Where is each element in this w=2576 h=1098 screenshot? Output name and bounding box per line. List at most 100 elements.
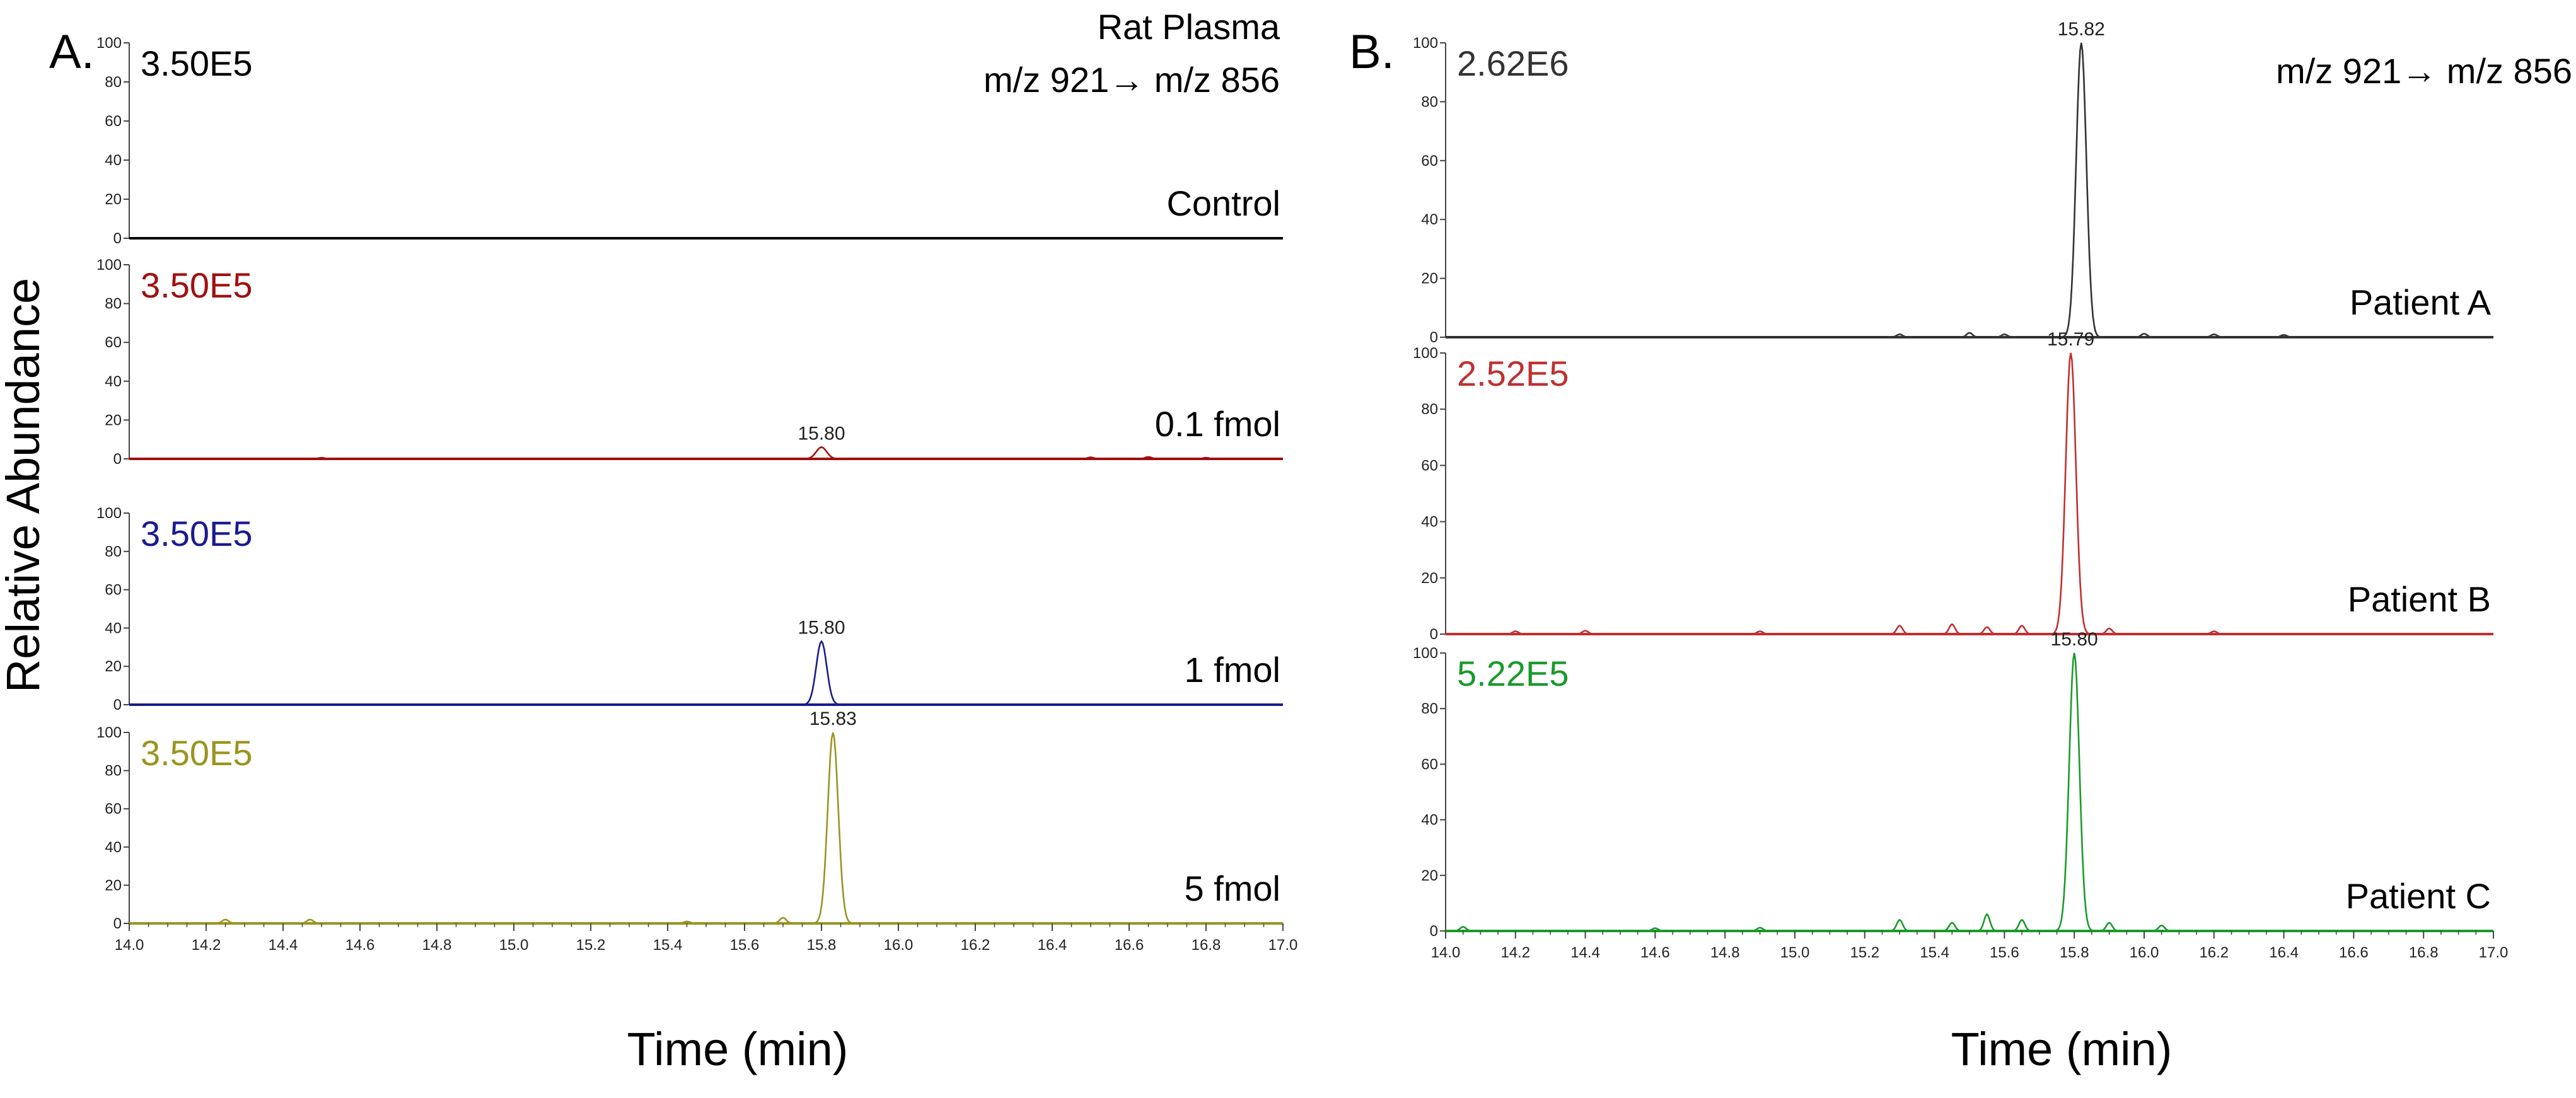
x-tick-label: 16.8 (2409, 944, 2439, 961)
sample-label: Patient A (2350, 282, 2492, 322)
x-tick-label: 14.4 (1570, 944, 1600, 961)
intensity-scale-label: 3.50E5 (141, 733, 253, 773)
panel-b-trace-3: 0 20 40 60 80 100 15.80 5.22E5 Patient C (1413, 629, 2493, 940)
intensity-scale-label: 2.62E6 (1457, 43, 1569, 83)
panel-a-letter: A. (49, 25, 95, 79)
intensity-scale-label: 3.50E5 (141, 43, 253, 83)
y-tick-label: 100 (96, 724, 122, 741)
x-tick-label: 16.8 (1192, 937, 1221, 954)
y-tick-label: 100 (1413, 345, 1438, 362)
x-tick-label: 15.2 (1850, 944, 1879, 961)
y-tick-label: 40 (105, 620, 122, 637)
x-tick-label: 15.2 (576, 937, 606, 954)
y-tick-label: 60 (1421, 756, 1438, 773)
y-tick-label: 80 (1421, 700, 1438, 717)
intensity-scale-label: 5.22E5 (1457, 654, 1569, 693)
sample-label: 5 fmol (1185, 869, 1281, 908)
x-tick-label: 15.8 (2060, 944, 2089, 961)
x-tick-label: 16.0 (2130, 944, 2159, 961)
x-tick-label: 16.4 (1038, 937, 1067, 954)
x-tick-label: 14.0 (1431, 944, 1461, 961)
y-tick-label: 0 (1430, 923, 1438, 940)
y-tick-label: 80 (105, 74, 122, 91)
y-tick-label: 0 (1430, 626, 1438, 643)
y-tick-label: 100 (1413, 645, 1438, 662)
x-tick-label: 15.8 (807, 937, 837, 954)
intensity-scale-label: 3.50E5 (141, 514, 253, 553)
y-tick-label: 0 (113, 230, 122, 247)
panel-a-header-transition: m/z 921→ m/z 856 (983, 60, 1280, 100)
panel-a-header-sample-type: Rat Plasma (1098, 7, 1280, 47)
sample-label: 0.1 fmol (1155, 404, 1280, 444)
y-tick-label: 20 (1421, 570, 1438, 587)
x-tick-label: 15.4 (1920, 944, 1949, 961)
y-tick-label: 40 (1421, 211, 1438, 228)
x-tick-label: 15.4 (653, 937, 683, 954)
x-tick-label: 14.6 (1640, 944, 1670, 961)
y-tick-label: 40 (1421, 514, 1438, 531)
y-tick-label: 80 (1421, 93, 1438, 110)
trace-line (129, 640, 1283, 706)
x-tick-label: 17.0 (2479, 944, 2509, 961)
y-tick-label: 40 (105, 152, 122, 169)
panel-b-header-transition: m/z 921→ m/z 856 (2276, 51, 2572, 91)
y-tick-label: 40 (1421, 812, 1438, 829)
y-axis-title: Relative Abundance (0, 278, 49, 693)
x-tick-label: 15.0 (1780, 944, 1810, 961)
panel-a-trace-4: 0 20 40 60 80 100 15.83 3.50E5 5 fmol (96, 708, 1283, 932)
y-tick-label: 20 (1421, 270, 1438, 287)
panel-b-trace-2: 0 20 40 60 80 100 15.79 2.52E5 Patient B (1413, 329, 2493, 643)
x-tick-label: 17.0 (1268, 937, 1298, 954)
intensity-scale-label: 3.50E5 (141, 265, 253, 305)
y-tick-label: 100 (96, 35, 122, 52)
peak-retention-label: 15.80 (798, 618, 845, 639)
panel-b-letter: B. (1349, 25, 1395, 79)
y-tick-label: 60 (1421, 457, 1438, 474)
x-tick-label: 14.2 (192, 937, 221, 954)
y-tick-label: 80 (105, 296, 122, 313)
y-tick-label: 100 (96, 505, 122, 522)
y-tick-label: 60 (105, 800, 122, 818)
x-tick-label: 15.0 (499, 937, 529, 954)
panel-b-trace-1: 0 20 40 60 80 100 15.82 2.62E6 Patient A (1413, 19, 2493, 346)
trace-line (1446, 352, 2493, 635)
peak-retention-label: 15.82 (2058, 19, 2105, 40)
y-tick-label: 60 (105, 582, 122, 599)
y-tick-label: 80 (105, 763, 122, 780)
y-tick-label: 40 (105, 373, 122, 390)
x-tick-label: 14.4 (269, 937, 298, 954)
x-tick-label: 16.0 (884, 937, 914, 954)
y-tick-label: 40 (105, 839, 122, 856)
y-tick-label: 80 (105, 543, 122, 560)
x-tick-label: 16.2 (961, 937, 990, 954)
panel-a-trace-1: 0 20 40 60 80 100 3.50E5 Control (96, 35, 1283, 247)
x-tick-label: 14.2 (1500, 944, 1530, 961)
x-tick-label: 16.6 (2339, 944, 2369, 961)
panel-a-trace-2: 0 20 40 60 80 100 15.80 3.50E5 0.1 fmol (96, 257, 1283, 468)
x-axis-title-panel-b: Time (min) (1951, 1023, 2173, 1075)
x-tick-label: 16.6 (1115, 937, 1144, 954)
panel-a-trace-3: 0 20 40 60 80 100 15.80 3.50E5 1 fmol (96, 505, 1283, 714)
x-tick-label: 14.8 (1710, 944, 1740, 961)
y-tick-label: 60 (105, 113, 122, 130)
y-tick-label: 0 (113, 696, 122, 714)
panel-b-x-axis: 14.0 14.2 14.4 14.6 14.8 15.0 15.2 15.4 15.6 15.8… (1431, 931, 2509, 961)
y-tick-label: 0 (1430, 329, 1438, 346)
x-tick-label: 14.0 (115, 937, 144, 954)
sample-label: 1 fmol (1185, 650, 1281, 690)
y-tick-label: 20 (105, 658, 122, 675)
y-tick-label: 80 (1421, 401, 1438, 418)
x-tick-label: 15.6 (730, 937, 760, 954)
sample-label: Patient B (2348, 579, 2491, 619)
y-tick-label: 100 (1413, 35, 1438, 52)
y-tick-label: 20 (1421, 867, 1438, 884)
y-tick-label: 20 (105, 191, 122, 208)
y-tick-label: 60 (105, 334, 122, 351)
y-tick-label: 0 (113, 451, 122, 468)
x-tick-label: 16.2 (2199, 944, 2229, 961)
y-tick-label: 0 (113, 915, 122, 932)
peak-retention-label: 15.80 (2051, 629, 2098, 650)
trace-line (129, 732, 1283, 925)
trace-line (1446, 652, 2493, 932)
sample-label: Patient C (2346, 876, 2491, 916)
